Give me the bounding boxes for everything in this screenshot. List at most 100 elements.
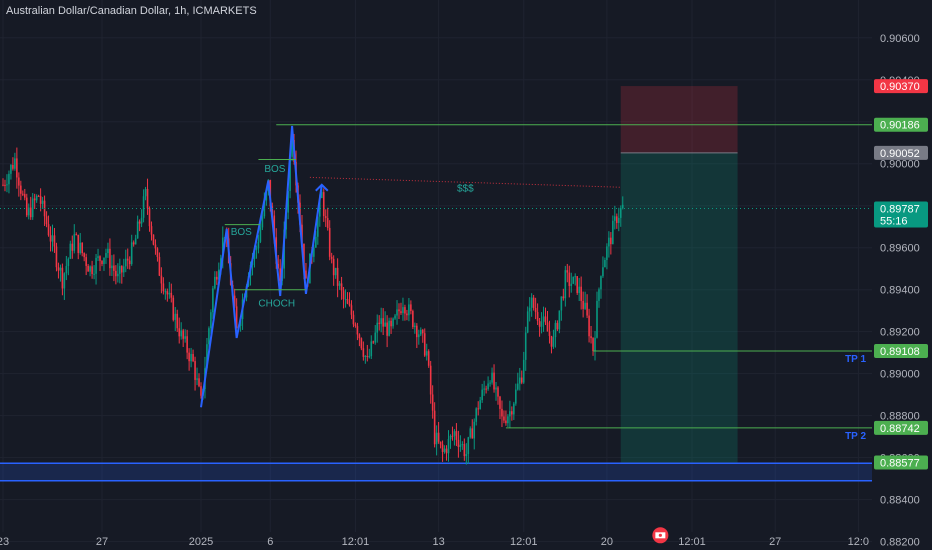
candle-body (524, 332, 527, 360)
candle-body (12, 164, 14, 169)
candle-body (588, 315, 590, 337)
price-label-box (874, 79, 928, 94)
candle-body (65, 266, 68, 274)
candle-body (49, 235, 52, 242)
price-tick-label: 0.89200 (880, 327, 920, 339)
candle-body (233, 295, 236, 307)
candle-body (336, 267, 339, 286)
candle-body (552, 337, 555, 347)
candle-body (487, 383, 489, 390)
candle-body (479, 400, 481, 410)
grid-lines (0, 0, 872, 543)
candle-body (439, 441, 442, 445)
candle-body (23, 194, 26, 198)
candle-body (465, 454, 468, 457)
price-label-level: 0.90186 (880, 120, 920, 132)
candle-body (47, 224, 50, 236)
candle-body (2, 184, 4, 186)
candle-body (130, 242, 133, 265)
candle-body (495, 387, 497, 390)
candle-body (515, 389, 517, 404)
candle-body (467, 437, 470, 455)
price-tick-label: 0.89000 (880, 369, 920, 381)
candle-body (513, 403, 515, 415)
candle-body (451, 435, 454, 437)
candle-body (536, 312, 539, 321)
position-zones (620, 86, 738, 463)
candle-body (126, 258, 129, 261)
liquidity-line (309, 176, 621, 188)
candle-body (152, 234, 155, 245)
candle-body (103, 257, 105, 264)
candle-body (342, 290, 345, 300)
candle-body (142, 196, 145, 218)
candle-body (491, 372, 493, 383)
price-axis[interactable]: 0.906000.904000.902000.900000.898000.896… (874, 33, 928, 549)
candle-body (178, 328, 181, 337)
candle-body (303, 243, 305, 271)
candle-body (150, 226, 153, 235)
candle-body (546, 322, 549, 332)
candle-body (570, 283, 573, 286)
candle-body (37, 195, 40, 197)
candle-body (520, 377, 523, 383)
price-tick-label: 0.90000 (880, 159, 920, 171)
candle-body (33, 198, 36, 201)
candle-body (354, 324, 357, 327)
flag-icon-leaf[interactable] (658, 533, 662, 537)
candle-body (117, 273, 119, 277)
candle-body (146, 188, 149, 209)
candle-body (572, 276, 575, 284)
candle-body (51, 235, 54, 242)
candle-body (528, 307, 531, 312)
candle-body (113, 265, 115, 271)
candle-body (578, 286, 580, 293)
candle-body (192, 354, 194, 362)
candle-body (499, 396, 501, 409)
support-band (0, 462, 872, 482)
candle-body (41, 200, 44, 204)
notes-marker[interactable] (652, 527, 669, 544)
price-label-stop: 0.90370 (880, 81, 920, 93)
candle-body (534, 307, 537, 313)
candle-body (360, 338, 363, 349)
candle-body (186, 336, 188, 353)
candle-body (348, 303, 351, 306)
candle-body (509, 411, 511, 417)
candle-body (182, 330, 184, 339)
bar-countdown: 55:16 (880, 215, 908, 227)
candle-body (6, 184, 8, 186)
annotation-label: BOS (231, 227, 252, 238)
candle-body (390, 320, 392, 327)
candle-body (18, 177, 20, 186)
time-tick-label: 27 (769, 536, 781, 548)
candle-body (216, 276, 218, 280)
stop-loss-zone (620, 86, 738, 153)
candle-body (562, 296, 565, 299)
candle-body (596, 300, 598, 338)
candle-body (473, 421, 476, 439)
candle-body (338, 283, 341, 286)
candle-body (136, 221, 139, 239)
candle-body (548, 331, 551, 336)
time-axis[interactable]: 23 27 2025 6 12:01 13 12:01 20 12:01 27 12:0 (0, 536, 869, 548)
candle-body (382, 318, 384, 327)
take-profit-zone (620, 152, 738, 463)
candle-body (55, 246, 58, 268)
candle-body (330, 256, 333, 259)
candle-body (616, 216, 618, 223)
candle-body (380, 318, 382, 324)
candle-body (378, 322, 380, 324)
candle-body (394, 315, 396, 319)
candle-body (621, 204, 624, 209)
candle-body (20, 185, 22, 194)
level-name: TP 1 (845, 354, 866, 365)
candle-body (542, 316, 545, 322)
candle-body (89, 266, 91, 272)
candle-body (457, 439, 460, 448)
candle-body (554, 322, 557, 338)
candle-body (356, 326, 359, 335)
candle-body (4, 184, 6, 186)
candle-body (530, 297, 533, 308)
